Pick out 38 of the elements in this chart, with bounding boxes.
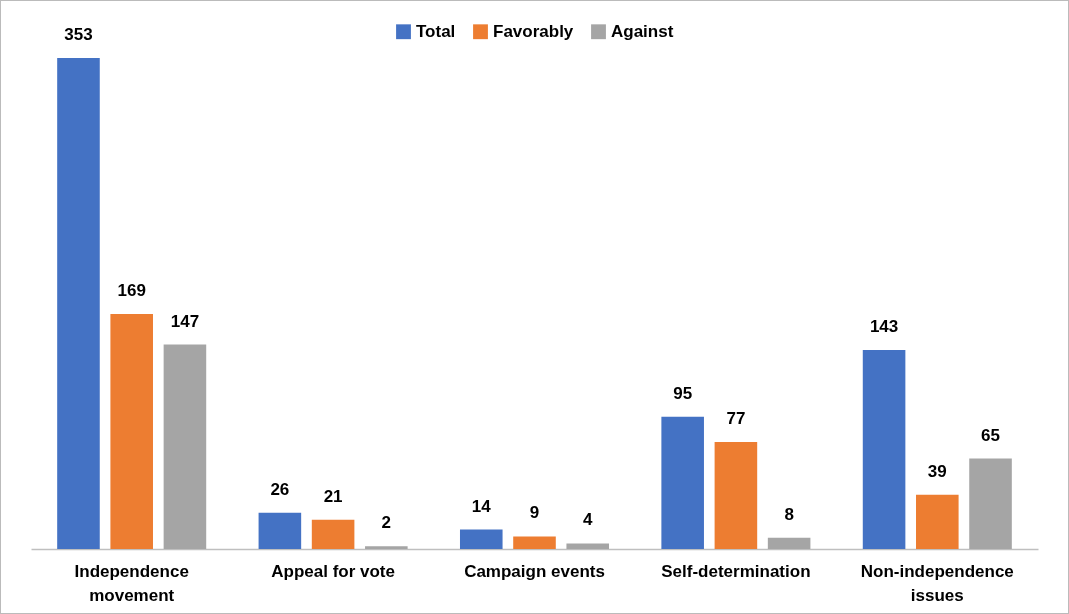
data-label: 2: [381, 513, 392, 533]
data-label: 147: [170, 311, 200, 331]
data-label: 65: [981, 425, 1000, 445]
data-label: 353: [64, 25, 93, 44]
legend-label: Favorably: [493, 21, 574, 41]
bar: [311, 519, 355, 549]
bar: [767, 537, 811, 549]
bar: [513, 536, 556, 549]
legend-label: Against: [611, 21, 674, 41]
data-label: 9: [529, 503, 540, 523]
x-tick-label: Non-independence issues: [860, 561, 1014, 605]
data-label: 169: [117, 280, 146, 300]
data-label: 95: [673, 383, 693, 403]
bar: [969, 458, 1012, 549]
data-label: 8: [784, 504, 794, 524]
bar: [57, 58, 100, 549]
x-tick-label: Campaign events: [464, 561, 605, 581]
data-label: 21: [323, 486, 343, 506]
bar: [258, 512, 302, 549]
data-label: 39: [927, 461, 947, 481]
data-label: 143: [869, 317, 899, 337]
data-label: 14: [471, 496, 492, 516]
x-tick-label: Independence movement: [74, 561, 189, 605]
x-tick-label: Self-determination: [661, 561, 811, 581]
bar: [916, 494, 959, 549]
legend-label: Total: [416, 21, 456, 41]
bar: [714, 441, 758, 549]
bar: [459, 529, 503, 549]
data-label: 26: [270, 479, 290, 499]
bar: [163, 344, 207, 549]
bar: [110, 313, 153, 549]
bar: [661, 416, 704, 549]
bar: [862, 350, 906, 549]
x-tick-label: Appeal for vote: [271, 561, 395, 581]
bar: [566, 543, 610, 549]
data-label: 4: [582, 510, 593, 530]
bar: [365, 546, 408, 549]
data-label: 77: [726, 408, 746, 428]
